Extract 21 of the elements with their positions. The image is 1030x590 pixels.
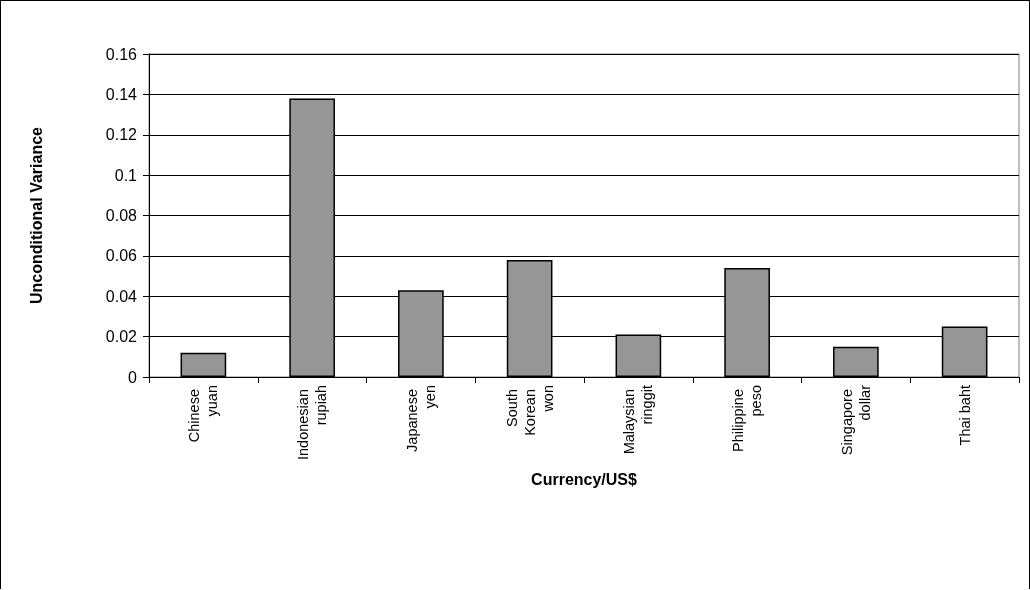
x-axis-title: Currency/US$ [531,470,638,488]
y-tick-label: 0.04 [105,287,138,305]
y-tick-label: 0.14 [105,85,138,103]
x-tick-label: South Korean won [503,385,556,436]
x-tick-label: Chinese yuan [186,385,221,443]
x-tick-label: Indonesian rupiah [295,385,330,460]
y-tick-label: 0 [128,368,138,386]
x-tick-label: Philippine peso [730,385,765,452]
y-tick-label: 0.12 [105,126,138,144]
y-axis-title: Unconditional Variance [27,126,45,304]
y-tick-label: 0.08 [105,207,138,224]
bar [833,346,879,377]
x-tick-label: Thai baht [956,385,973,446]
x-tick-label: Singapore dollar [838,384,873,456]
y-tick-label: 0.1 [114,166,138,184]
y-tick-label: 0.06 [105,247,138,265]
y-tick-label: 0.02 [105,328,138,346]
bar [180,352,227,377]
x-tick-label: Japanese yen [403,385,438,452]
x-tick-label: Malaysian ringgit [621,385,656,455]
y-tick-label: 0.16 [105,45,138,63]
